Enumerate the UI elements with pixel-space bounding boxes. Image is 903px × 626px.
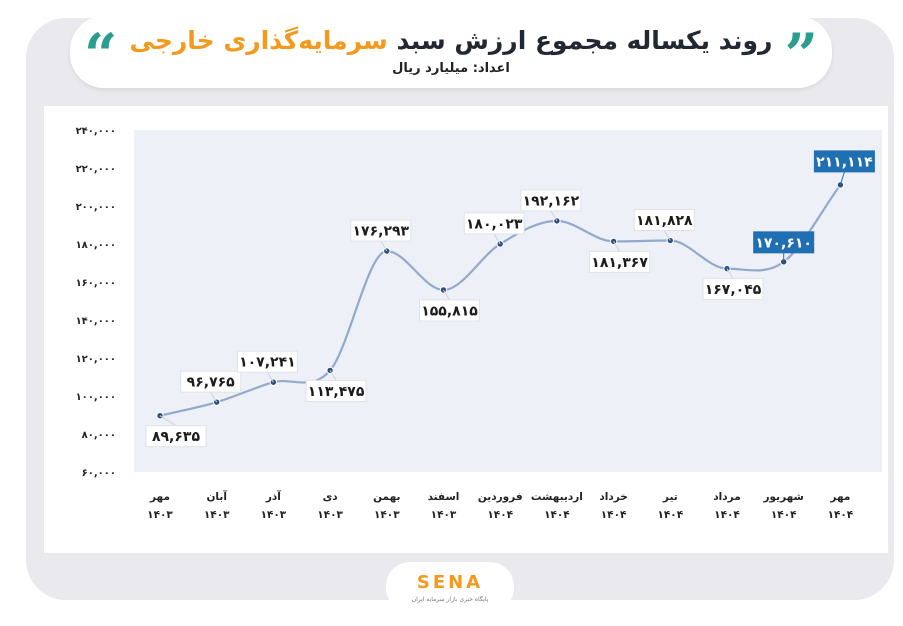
data-label-box bbox=[236, 350, 298, 373]
data-label: ۱۸۰,۰۲۳ bbox=[466, 216, 523, 232]
data-label-leader bbox=[266, 371, 274, 383]
data-label: ۱۱۳,۴۷۵ bbox=[308, 384, 365, 400]
quote-close-icon: ” bbox=[784, 21, 818, 89]
data-label-leader bbox=[550, 210, 558, 222]
data-label-leader bbox=[613, 241, 621, 252]
x-tick-label-month: تیر bbox=[662, 491, 678, 503]
sena-logo: SENA پایگاه خبری بازار سرمایه ایران bbox=[386, 562, 514, 612]
x-tick-label-year: ۱۴۰۴ bbox=[771, 509, 797, 521]
y-tick-label: ۶۰,۰۰۰ bbox=[82, 468, 116, 479]
data-label-box bbox=[589, 250, 651, 273]
header-banner: “ ” روند یکساله مجموع ارزش سبد سرمایه‌گذ… bbox=[70, 16, 832, 88]
quote-open-icon: “ bbox=[84, 21, 118, 89]
chart-title: روند یکساله مجموع ارزش سبد سرمایه‌گذاری … bbox=[70, 26, 832, 55]
x-tick-label-month: دی bbox=[323, 491, 339, 503]
data-label-leader bbox=[380, 240, 388, 252]
data-label-leader bbox=[726, 268, 734, 279]
data-label-leader bbox=[663, 230, 671, 241]
data-label: ۱۶۷,۰۴۵ bbox=[705, 282, 762, 298]
data-label-leader bbox=[493, 233, 501, 245]
data-label: ۹۶,۷۶۵ bbox=[187, 375, 235, 391]
data-points bbox=[156, 181, 845, 420]
x-tick-label-year: ۱۴۰۴ bbox=[828, 509, 854, 521]
line-chart: ۶۰,۰۰۰ ۸۰,۰۰۰ ۱۰۰,۰۰۰ ۱۲۰,۰۰۰ ۱۴۰,۰۰۰ ۱۶۰,۰۰۰… bbox=[76, 126, 882, 521]
y-tick-label: ۲۰۰,۰۰۰ bbox=[76, 202, 116, 213]
x-tick-label-year: ۱۴۰۴ bbox=[601, 509, 627, 521]
logo-tagline: پایگاه خبری بازار سرمایه ایران bbox=[411, 596, 489, 603]
y-tick-label: ۱۸۰,۰۰۰ bbox=[76, 240, 116, 251]
data-label: ۱۷۶,۲۹۳ bbox=[353, 224, 410, 240]
data-label-box bbox=[145, 425, 207, 448]
data-label-leader bbox=[210, 391, 218, 403]
data-label-leader bbox=[839, 171, 845, 186]
data-label: ۱۷۰,۶۱۰ bbox=[755, 235, 812, 251]
data-label-box bbox=[305, 379, 367, 402]
x-tick-label-year: ۱۴۰۳ bbox=[374, 509, 400, 521]
data-label: ۱۹۲,۱۶۲ bbox=[523, 193, 580, 209]
x-tick-label-month: فروردین bbox=[478, 491, 523, 503]
y-tick-label: ۲۲۰,۰۰۰ bbox=[76, 164, 116, 175]
chart-subtitle: اعداد: میلیارد ریال bbox=[392, 61, 510, 76]
data-label-leader bbox=[329, 370, 337, 381]
x-tick-label-year: ۱۴۰۳ bbox=[147, 509, 173, 521]
x-tick-label-month: مهر bbox=[829, 491, 850, 503]
data-label: ۲۱۱,۱۱۴ bbox=[816, 154, 873, 170]
x-tick-label-month: خرداد bbox=[599, 491, 627, 503]
x-axis: مهر ۱۴۰۳ آبان ۱۴۰۳ آذر ۱۴۰۳ دی ۱۴۰۳ بهمن ۱۴۰۳ اسفن… bbox=[147, 490, 854, 521]
data-label: ۱۸۱,۳۶۷ bbox=[591, 255, 648, 271]
x-tick-label-year: ۱۴۰۴ bbox=[544, 509, 570, 521]
chart-title-part1: روند یکساله مجموع ارزش سبد bbox=[396, 26, 773, 55]
data-label-box bbox=[633, 209, 695, 232]
data-point bbox=[439, 286, 448, 294]
x-tick-label-month: بهمن bbox=[373, 491, 400, 503]
chart-panel: ۶۰,۰۰۰ ۸۰,۰۰۰ ۱۰۰,۰۰۰ ۱۲۰,۰۰۰ ۱۴۰,۰۰۰ ۱۶۰,۰۰۰… bbox=[44, 106, 888, 553]
x-tick-label-month: اردیبهشت bbox=[531, 491, 583, 503]
data-label-leader bbox=[159, 415, 177, 427]
data-label-box bbox=[702, 278, 764, 301]
x-tick-label-month: شهریور bbox=[763, 491, 804, 503]
x-tick-label-month: آبان bbox=[206, 490, 227, 503]
y-axis: ۶۰,۰۰۰ ۸۰,۰۰۰ ۱۰۰,۰۰۰ ۱۲۰,۰۰۰ ۱۴۰,۰۰۰ ۱۶۰,۰۰۰… bbox=[76, 126, 116, 479]
data-point bbox=[836, 181, 845, 189]
data-label-box bbox=[180, 370, 242, 393]
data-point bbox=[156, 411, 164, 420]
data-label: ۱۰۷,۲۴۱ bbox=[239, 355, 296, 371]
data-label: ۱۸۱,۸۲۸ bbox=[636, 213, 693, 229]
x-tick-label-year: ۱۴۰۳ bbox=[431, 509, 457, 521]
logo-name: SENA bbox=[416, 572, 484, 593]
x-tick-label-month: آذر bbox=[265, 490, 281, 503]
x-tick-label-month: مرداد bbox=[713, 491, 740, 503]
x-tick-label-month: اسفند bbox=[428, 491, 460, 503]
data-label-leader bbox=[443, 289, 450, 301]
data-label: ۱۵۵,۸۱۵ bbox=[421, 303, 478, 319]
x-tick-label-month: مهر bbox=[149, 491, 170, 503]
data-label-box bbox=[350, 219, 412, 242]
data-label: ۸۹,۶۳۵ bbox=[152, 429, 200, 445]
data-label-box bbox=[813, 150, 875, 173]
x-tick-label-year: ۱۴۰۴ bbox=[714, 509, 740, 521]
x-tick-label-year: ۱۴۰۴ bbox=[657, 509, 683, 521]
y-tick-label: ۱۶۰,۰۰۰ bbox=[76, 278, 116, 289]
y-tick-label: ۱۴۰,۰۰۰ bbox=[76, 316, 116, 327]
y-tick-label: ۱۰۰,۰۰۰ bbox=[76, 392, 116, 403]
chart-title-part2: سرمایه‌گذاری خارجی bbox=[129, 26, 388, 55]
data-label-box bbox=[463, 212, 525, 235]
y-tick-label: ۱۲۰,۰۰۰ bbox=[76, 354, 116, 365]
y-tick-label: ۲۴۰,۰۰۰ bbox=[76, 126, 116, 137]
x-tick-label-year: ۱۴۰۴ bbox=[487, 509, 513, 521]
data-label-box bbox=[419, 299, 480, 322]
y-tick-label: ۸۰,۰۰۰ bbox=[82, 430, 116, 441]
plot-area bbox=[134, 130, 882, 472]
x-tick-label-year: ۱۴۰۳ bbox=[317, 509, 343, 521]
x-tick-label-year: ۱۴۰۳ bbox=[204, 509, 230, 521]
x-tick-label-year: ۱۴۰۳ bbox=[261, 509, 287, 521]
data-label-box bbox=[753, 231, 815, 254]
data-point bbox=[326, 366, 334, 375]
data-label-box bbox=[520, 189, 582, 212]
